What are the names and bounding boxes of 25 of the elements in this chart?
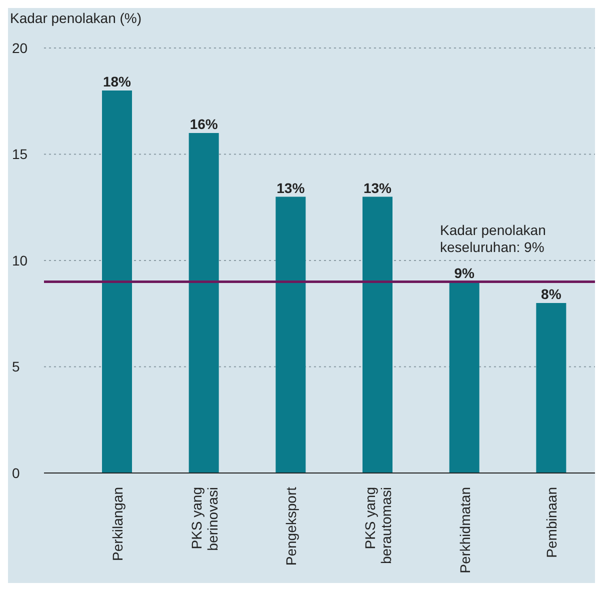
x-tick-label: Pembinaan — [544, 487, 560, 558]
y-tick-label: 5 — [12, 358, 20, 375]
data-label: 13% — [363, 180, 392, 196]
x-tick-label: Perkilangan — [109, 487, 126, 561]
x-tick-label: PKS yang berinovasi — [188, 487, 220, 551]
y-tick-label: 0 — [12, 464, 20, 481]
bar — [102, 90, 132, 473]
data-label: 18% — [102, 74, 132, 90]
bar — [449, 282, 480, 473]
data-label: 13% — [276, 180, 306, 196]
x-tick-label: Pengeksport — [283, 486, 300, 566]
bar — [188, 133, 219, 473]
bar — [276, 196, 306, 473]
ref-line-label: Kadar penolakan keseluruhan: 9% — [440, 222, 546, 255]
bar — [362, 196, 392, 473]
data-label: 16% — [190, 116, 218, 132]
y-axis-title: Kadar penolakan (%) — [10, 10, 142, 26]
x-tick-label: PKS yang berautomasi — [362, 487, 394, 564]
y-tick-label: 20 — [12, 40, 28, 56]
bar — [536, 303, 566, 473]
x-tick-label: Perkhidmatan — [456, 487, 473, 574]
data-label: 8% — [541, 286, 562, 302]
data-label: 9% — [454, 264, 475, 281]
y-tick-label: 15 — [12, 146, 28, 162]
y-tick-label: 10 — [12, 252, 28, 268]
